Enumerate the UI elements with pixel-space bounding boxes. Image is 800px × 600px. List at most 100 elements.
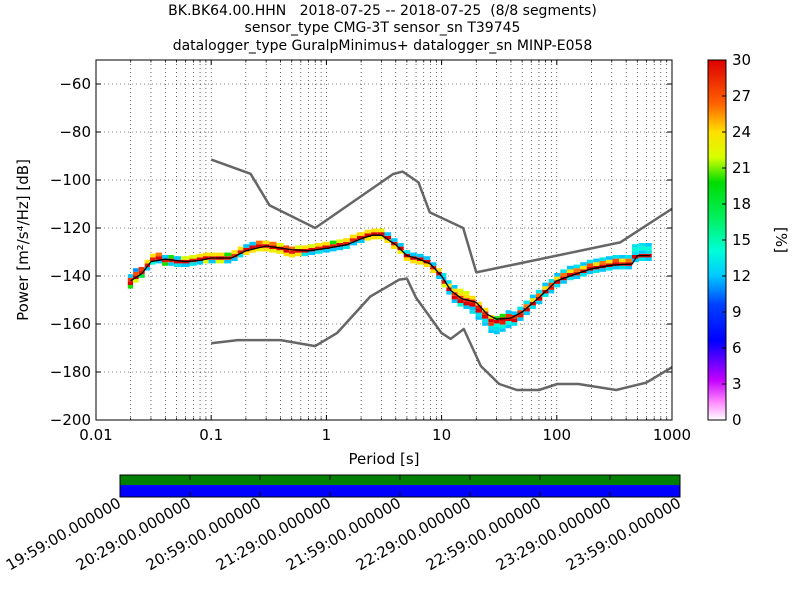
y-tick-label: −140 <box>50 267 91 285</box>
density-cell <box>343 241 350 246</box>
y-axis-label: Power [m²/s⁴/Hz] [dB] <box>14 159 32 321</box>
density-cell <box>189 262 197 266</box>
density-cell <box>144 259 151 264</box>
density-cell <box>548 289 555 294</box>
density-cell <box>499 328 506 332</box>
density-cell <box>377 228 385 233</box>
density-cell <box>301 252 309 257</box>
density-cell <box>566 276 574 281</box>
density-cell <box>441 276 447 281</box>
timeline-bar: 19:59:00.00000020:29:00.00000020:59:00.0… <box>3 474 684 574</box>
density-cell <box>294 249 302 253</box>
density-cell <box>586 263 594 267</box>
density-cell <box>262 247 270 252</box>
density-cell <box>237 246 244 251</box>
density-cell <box>173 263 182 267</box>
timeline-label: 22:29:00.000000 <box>353 494 474 574</box>
density-cell <box>446 291 452 295</box>
median-curve <box>130 234 651 320</box>
density-cell <box>511 318 518 323</box>
density-cell <box>294 252 302 257</box>
density-cell <box>566 265 574 270</box>
density-cell <box>391 245 398 249</box>
density-cell <box>133 271 139 276</box>
density-cell <box>457 292 464 296</box>
density-cell <box>202 259 209 264</box>
density-cell <box>423 256 431 260</box>
timeline-label: 23:59:00.000000 <box>563 494 684 574</box>
density-cell <box>329 247 337 252</box>
density-cell <box>482 318 489 323</box>
density-cell <box>560 269 567 273</box>
density-cell <box>224 252 232 257</box>
density-cell <box>283 245 290 249</box>
density-cell <box>475 309 483 313</box>
timeline-label: 19:59:00.000000 <box>3 494 124 574</box>
density-cell <box>542 286 549 290</box>
density-cell <box>493 319 500 324</box>
density-cell <box>638 257 646 261</box>
density-cell <box>343 245 350 249</box>
density-cell <box>605 259 613 264</box>
density-cell <box>336 246 344 251</box>
x-tick-label: 0.1 <box>199 426 223 444</box>
density-cell <box>505 317 512 321</box>
density-cell <box>276 243 284 247</box>
density-cell <box>548 282 555 287</box>
density-cell <box>127 285 134 289</box>
density-cell <box>397 250 404 254</box>
density-cell <box>329 244 337 248</box>
density-cell <box>308 244 316 248</box>
x-tick-label: 100 <box>542 426 571 444</box>
density-cell <box>488 325 494 330</box>
density-cell <box>619 258 626 263</box>
density-cell <box>523 311 530 315</box>
density-cell <box>488 329 494 333</box>
density-cell <box>357 232 365 236</box>
density-cell <box>262 240 270 245</box>
density-cell <box>457 299 464 303</box>
density-cell <box>573 264 581 269</box>
density-cell <box>529 305 536 309</box>
density-cell <box>542 293 549 297</box>
density-cells <box>127 228 652 335</box>
density-cell <box>436 268 442 272</box>
density-cell <box>155 256 163 260</box>
density-cell <box>625 265 632 270</box>
density-cell <box>463 291 470 295</box>
density-cell <box>322 249 330 253</box>
density-cell <box>631 255 639 259</box>
density-cell <box>482 315 489 319</box>
density-cell <box>349 241 358 246</box>
density-cell <box>162 255 169 259</box>
y-tick-label: −120 <box>50 219 91 237</box>
density-cell <box>499 321 506 325</box>
density-cell <box>554 273 561 277</box>
density-cell <box>289 250 295 254</box>
density-cell <box>138 267 145 271</box>
density-cell <box>289 253 295 258</box>
density-cell <box>523 300 530 305</box>
density-cell <box>144 263 151 267</box>
density-cell <box>196 253 203 258</box>
density-cell <box>181 263 190 267</box>
timeline-label: 20:59:00.000000 <box>143 494 264 574</box>
colorbar-tick-label: 6 <box>732 339 742 357</box>
density-cell <box>631 244 639 248</box>
density-cell <box>127 281 134 285</box>
x-axis: 0.01 0.1 1 10 100 1000 <box>79 60 691 444</box>
density-cell <box>249 245 256 249</box>
colorbar-tick-label: 30 <box>732 51 751 69</box>
density-cell <box>469 295 476 300</box>
x-tick-label: 1000 <box>653 426 691 444</box>
density-cell <box>410 252 417 257</box>
density-cell <box>155 259 163 264</box>
density-cell <box>446 283 452 288</box>
density-cell <box>138 270 145 275</box>
density-cell <box>566 269 574 273</box>
density-cell <box>315 250 323 254</box>
density-cell <box>371 235 378 240</box>
density-cell <box>410 259 417 264</box>
density-cell <box>397 243 404 247</box>
